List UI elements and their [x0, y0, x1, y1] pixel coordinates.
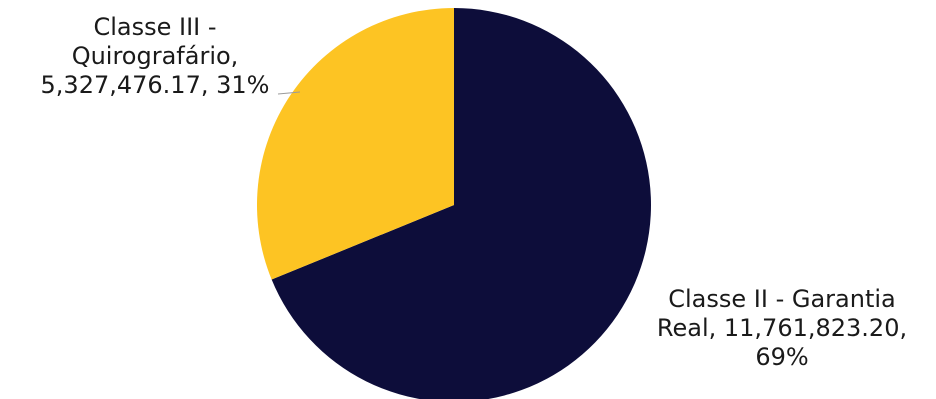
data-label-line: Classe II - Garantia: [668, 285, 896, 313]
pie-slice-classe-ii: [271, 8, 651, 399]
data-label-classe-ii: Classe II - Garantia Real, 11,761,823.20…: [632, 285, 932, 372]
pie-slice-classe-iii: [257, 8, 454, 280]
data-label-line: Classe III -: [93, 13, 217, 41]
leader-line: [277, 91, 301, 95]
data-label-line: 5,327,476.17, 31%: [40, 71, 270, 99]
pie-slices: [257, 8, 651, 399]
data-label-line: Quirografário,: [71, 42, 239, 70]
data-label-classe-iii: Classe III - Quirografário, 5,327,476.17…: [10, 13, 300, 100]
data-label-line: Real, 11,761,823.20,: [656, 314, 908, 342]
data-label-line: 69%: [755, 343, 809, 371]
